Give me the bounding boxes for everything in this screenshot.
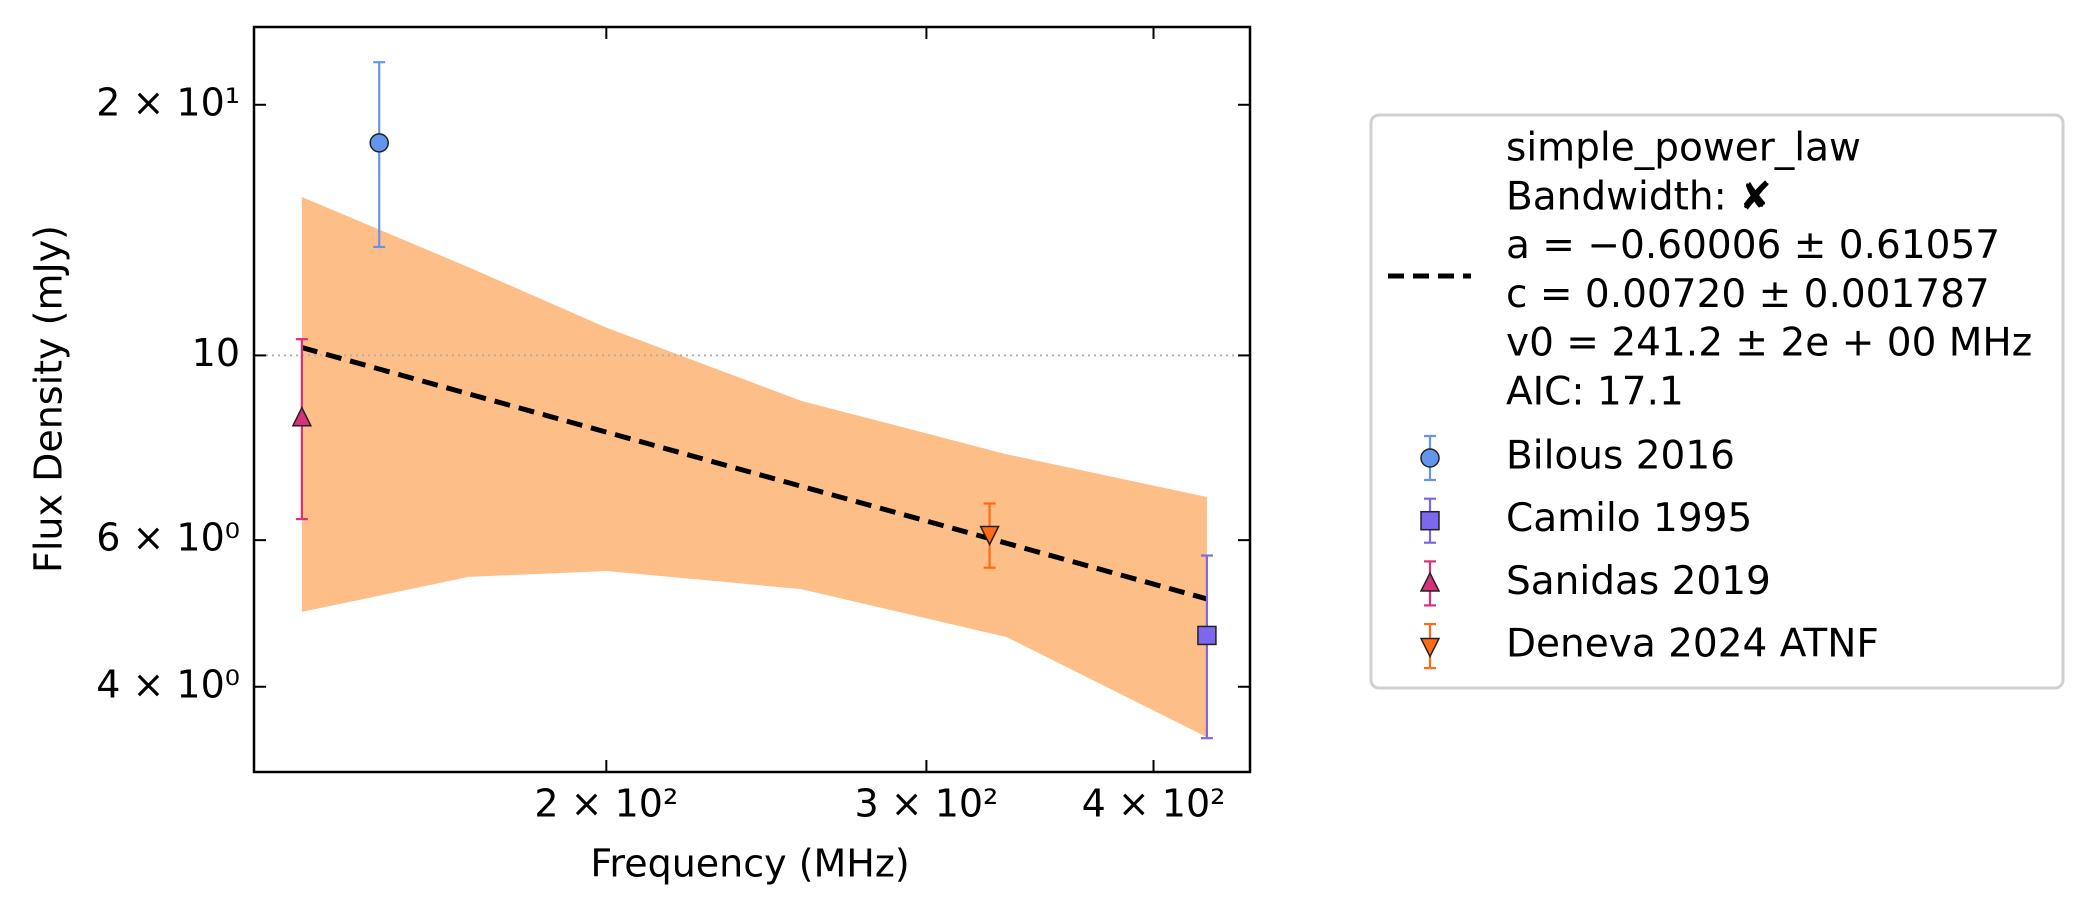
legend-label: Bilous 2016	[1506, 434, 1735, 479]
data-point	[1197, 625, 1217, 646]
legend-label: c = 0.00720 ± 0.001787	[1506, 272, 1990, 317]
y-tick-label: 10	[192, 331, 240, 375]
legend-label: AIC: 17.1	[1506, 370, 1684, 415]
data-point	[291, 406, 313, 427]
fit-line	[301, 345, 1208, 602]
legend-label: Sanidas 2019	[1506, 559, 1771, 604]
data-point	[369, 133, 389, 153]
legend-label: Camilo 1995	[1506, 496, 1752, 541]
x-tick-label: 4 × 10²	[1082, 782, 1226, 826]
legend-label: a = −0.60006 ± 0.61057	[1506, 223, 2000, 268]
legend-box	[1369, 113, 2065, 690]
x-tick-label: 2 × 10²	[534, 782, 678, 826]
y-tick-label: 4 × 10⁰	[96, 662, 240, 706]
plot-frame	[252, 25, 1252, 774]
legend-marker	[1419, 637, 1441, 659]
y-tick-label: 2 × 10¹	[96, 80, 240, 124]
legend-label: simple_power_law	[1506, 126, 1861, 171]
x-tick-label: 3 × 10²	[855, 782, 999, 826]
y-axis-label: Flux Density (mJy)	[27, 225, 71, 573]
legend-marker	[1419, 571, 1441, 592]
x-axis-label: Frequency (MHz)	[590, 842, 909, 886]
legend-label: Deneva 2024 ATNF	[1506, 622, 1879, 667]
legend-label: Bandwidth: ✘	[1506, 174, 1772, 219]
legend-label: v0 = 241.2 ± 2e + 00 MHz	[1506, 321, 2032, 366]
confidence-band	[301, 196, 1207, 738]
legend-marker	[1420, 510, 1440, 531]
y-tick-label: 6 × 10⁰	[96, 516, 240, 560]
legend-marker	[1420, 448, 1440, 468]
data-point	[979, 525, 1000, 547]
